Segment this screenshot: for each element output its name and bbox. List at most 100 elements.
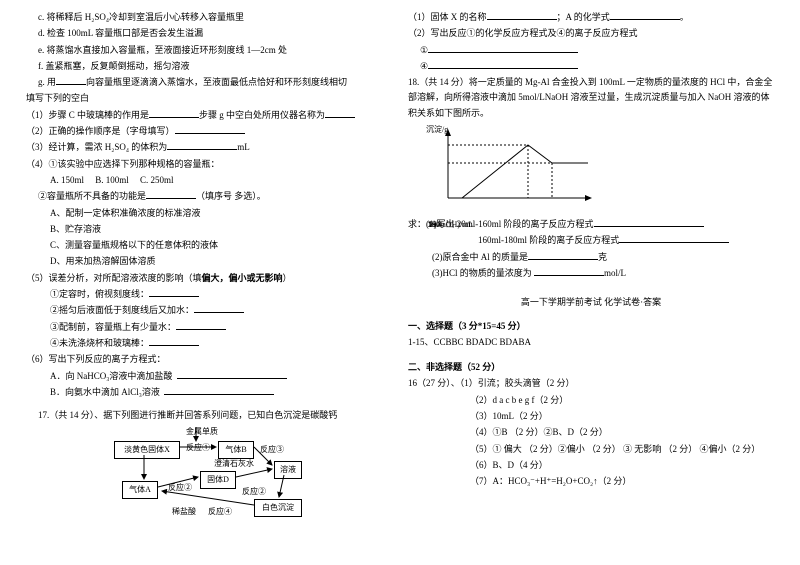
q4-2-hint: （填序号 多选）。 — [196, 191, 266, 201]
qiu2-text: 160ml-180ml 阶段的离子反应方程式 — [478, 235, 619, 245]
item-d: d. 检查 100mL 容量瓶口部是否会发生溢漏 — [26, 26, 392, 41]
q1-pre: （1）步骤 C 中玻璃棒的作用是 — [26, 110, 149, 120]
q5-3: ③配制前，容量瓶上有少量水： — [26, 320, 392, 335]
blank — [610, 10, 680, 20]
spacer — [408, 351, 774, 359]
q5-4-text: ④未洗涤烧杯和玻璃棒： — [50, 338, 149, 348]
xlabel: V(NaOH)/mL — [428, 218, 473, 232]
r2: （2）写出反应①的化学反应方程式及④的离子反应方程式 — [408, 26, 774, 41]
spacer — [26, 401, 392, 407]
r1-pre: （1）固体 X 的名称 — [408, 12, 487, 22]
r1: （1）固体 X 的名称 ；A 的化学式 。 — [408, 10, 774, 25]
r1-end: 。 — [680, 12, 689, 22]
opt-D: D、用来加热溶解固体溶质 — [26, 254, 392, 269]
q4: （4）①该实验中应选择下列那种规格的容量瓶： — [26, 157, 392, 172]
opt-A: A、配制一定体积准确浓度的标准溶液 — [26, 206, 392, 221]
qiu-hcl: (3)HCl 的物质的量浓度为 mol/L — [408, 266, 774, 281]
g-pre: g. 用 — [38, 77, 56, 87]
q6a-text: A．向 NaHCO₃溶液中滴加盐酸 — [50, 371, 172, 381]
blank — [594, 217, 704, 227]
opt-a: A. 150ml — [50, 175, 84, 185]
flow-diagram: 金属单质 淡黄色固体X 反应① 气体B 反应③ 气体A 反应② 固体D 澄清石灰… — [114, 427, 304, 522]
ylabel: 沉淀/g — [426, 123, 448, 137]
q5-2: ②摇匀后液面低于刻度线后又加水： — [26, 303, 392, 318]
item-g: g. 用 向容量瓶里逐滴滴入蒸馏水，至液面最低点恰好和环形刻度线相切 — [26, 75, 392, 90]
blank — [619, 233, 729, 243]
circ-1: ① — [420, 45, 428, 55]
blank — [428, 43, 578, 53]
hcl-unit: mol/L — [604, 268, 626, 278]
q18: 18.（共 14 分）将一定质量的 Mg-Al 合金投入到 100mL 一定物质… — [408, 75, 774, 121]
qiu-al-text: (2)原合金中 Al 的质量是 — [432, 252, 528, 262]
r1-mid: ；A 的化学式 — [557, 12, 610, 22]
q2: （2）正确的操作顺序是（字母填写） — [26, 124, 392, 139]
blank — [146, 189, 196, 199]
spacer — [408, 282, 774, 294]
blank — [167, 140, 237, 150]
q6: （6）写出下列反应的离子方程式： — [26, 352, 392, 367]
opt-C: C、测量容量瓶规格以下的任意体积的液体 — [26, 238, 392, 253]
blank — [176, 320, 226, 330]
item-e: e. 将蒸馏水直接加入容量瓶，至液面接近环形刻度线 1—2cm 处 — [26, 43, 392, 58]
blank — [428, 59, 578, 69]
a16-7: （7）A：HCO₃⁻+H⁺=H₂O+CO₂↑（2 分） — [408, 474, 774, 489]
item-f: f. 盖紧瓶塞，反复颠倒摇动，摇匀溶液 — [26, 59, 392, 74]
blank — [149, 287, 199, 297]
item-c: c. 将稀释后 H₂SO₄冷却到室温后小心转移入容量瓶里 — [26, 10, 392, 25]
q6a: A．向 NaHCO₃溶液中滴加盐酸 — [26, 369, 392, 384]
q5-1: ①定容时，俯视刻度线： — [26, 287, 392, 302]
q4-2-pre: ②容量瓶所不具备的功能是 — [38, 191, 146, 201]
blank — [194, 303, 244, 313]
right-column: （1）固体 X 的名称 ；A 的化学式 。 （2）写出反应①的化学反应方程式及④的离… — [400, 10, 782, 555]
precipitation-graph: 沉淀/g 19.4 13.6 20 160 180 V(NaOH)/mL — [428, 123, 598, 213]
opt-b: B. 100ml — [95, 175, 129, 185]
arrows-svg — [114, 427, 304, 522]
answer-title: 高一下学期学前考试 化学试卷·答案 — [408, 295, 774, 310]
a16-2: （2）d a c b e g f（2 分） — [408, 393, 774, 408]
q3-unit: mL — [237, 142, 250, 152]
section-1: 一、选择题（3 分*15=45 分） — [408, 319, 774, 334]
g-post: 向容量瓶里逐滴滴入蒸馏水，至液面最低点恰好和环形刻度线相切 — [86, 77, 347, 87]
a16-4: （4）①B （2 分）②B、D（2 分） — [408, 425, 774, 440]
q2-pre: （2）正确的操作顺序是（字母填写） — [26, 126, 175, 136]
qiu-hcl-text: (3)HCl 的物质的量浓度为 — [432, 268, 532, 278]
q3: （3）经计算，需浓 H₂SO₄ 的体积为 mL — [26, 140, 392, 155]
a16-5: （5）① 偏大 （2 分）②偏小 （2 分） ③ 无影响 （2 分） ④偏小（2… — [408, 442, 774, 457]
answers-1-15: 1-15、CCBBC BDADC BDABA — [408, 335, 774, 350]
q3-pre: （3）经计算，需浓 H₂SO₄ 的体积为 — [26, 142, 167, 152]
fill-header: 填写下列的空白 — [26, 91, 392, 106]
blank — [164, 385, 274, 395]
q5-bold: 偏大，偏小或无影响 — [202, 273, 283, 283]
r2-4: ④ — [408, 59, 774, 74]
opt-B: B、贮存溶液 — [26, 222, 392, 237]
spacer — [408, 312, 774, 318]
qiu-al: (2)原合金中 Al 的质量是 克 — [408, 250, 774, 265]
blank — [149, 108, 199, 118]
q5-pre: （5）误差分析，对所配溶液浓度的影响（填 — [26, 273, 202, 283]
left-column: c. 将稀释后 H₂SO₄冷却到室温后小心转移入容量瓶里 d. 检查 100mL… — [18, 10, 400, 555]
q5: （5）误差分析，对所配溶液浓度的影响（填偏大，偏小或无影响） — [26, 271, 392, 286]
q6b-text: B．向氨水中滴加 AlCl₃溶液 — [50, 387, 160, 397]
a16-6: （6）B、D（4 分） — [408, 458, 774, 473]
q5-1-text: ①定容时，俯视刻度线： — [50, 289, 149, 299]
qiu-2: 160ml-180ml 阶段的离子反应方程式 — [408, 233, 774, 248]
q5-3-text: ③配制前，容量瓶上有少量水： — [50, 322, 176, 332]
graph-svg — [428, 123, 598, 213]
a16: 16（27 分）、（1）引流；胶头滴管（2 分） — [408, 376, 774, 391]
blank — [534, 266, 604, 276]
opt-c: C. 250ml — [140, 175, 174, 185]
circ-4: ④ — [420, 61, 428, 71]
a16-3: （3）10mL（2 分） — [408, 409, 774, 424]
blank — [175, 124, 245, 134]
blank — [325, 108, 355, 118]
q5-4: ④未洗涤烧杯和玻璃棒： — [26, 336, 392, 351]
section-2: 二、非选择题（52 分） — [408, 360, 774, 375]
r2-1: ① — [408, 43, 774, 58]
q4-options: A. 150ml B. 100ml C. 250ml — [26, 173, 392, 188]
q5-end: ） — [283, 273, 292, 283]
al-unit: 克 — [598, 252, 607, 262]
blank — [149, 336, 199, 346]
blank — [487, 10, 557, 20]
q17: 17.（共 14 分）、据下列图进行推断并回答系列问题，已知白色沉淀是碳酸钙 — [26, 408, 392, 423]
q4-2: ②容量瓶所不具备的功能是 （填序号 多选）。 — [26, 189, 392, 204]
